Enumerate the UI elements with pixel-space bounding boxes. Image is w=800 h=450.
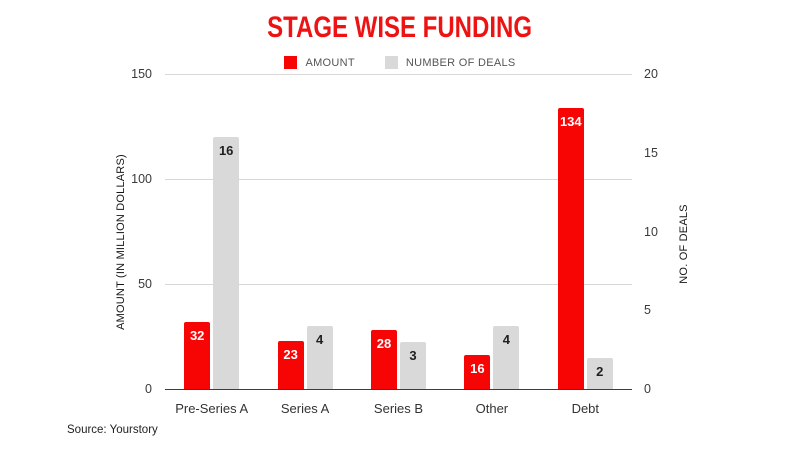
bar-deals-other (493, 326, 520, 389)
right-axis-tick-0: 0 (644, 382, 651, 396)
right-axis-title: NO. OF DEALS (678, 204, 690, 284)
gridline-100 (165, 179, 632, 180)
bar-amount-debt (557, 107, 584, 389)
chart-title: STAGE WISE FUNDING (267, 11, 533, 44)
x-label-series-b: Series B (373, 401, 424, 416)
legend-item-amount: AMOUNT (284, 56, 355, 69)
bar-amount-series-a (277, 340, 304, 389)
right-axis-tick-15: 15 (644, 145, 658, 160)
deals-legend-label: NUMBER OF DEALS (405, 56, 516, 69)
bar-value-amount-pre-series-a: 32 (189, 327, 205, 343)
left-axis-tick-0: 0 (145, 382, 152, 396)
bar-amount-series-b (371, 330, 397, 389)
bar-amount-other (464, 355, 491, 389)
plot-area: 32 16 Pre-Series A 23 4 Series A 28 3 Series B 16… (165, 74, 632, 416)
legend: AMOUNT NUMBER OF DEALS (0, 56, 800, 69)
x-label-series-a: Series A (280, 401, 330, 416)
left-axis-tick-150: 150 (131, 67, 152, 81)
title-row: STAGE WISE FUNDING (0, 11, 800, 45)
bar-deals-series-a (306, 326, 333, 389)
left-axis-tick-50: 50 (138, 277, 152, 291)
x-label-pre-series-a: Pre-Series A (175, 401, 249, 416)
gridline-150 (165, 74, 632, 75)
left-axis-tick-100: 100 (131, 172, 152, 186)
right-axis-tick-20: 20 (644, 67, 658, 81)
gridline-0 (165, 389, 632, 390)
bar-value-deals-other: 4 (502, 332, 510, 347)
bar-value-deals-pre-series-a: 16 (218, 143, 234, 158)
legend-item-deals: NUMBER OF DEALS (384, 56, 516, 69)
bar-value-amount-other: 16 (470, 361, 485, 377)
bar-deals-pre-series-a (213, 137, 240, 389)
bar-deals-debt (586, 357, 613, 389)
bar-value-deals-debt: 2 (596, 363, 604, 379)
bar-value-deals-series-a: 4 (315, 332, 324, 347)
gridline-50 (165, 284, 632, 285)
right-axis-tick-5: 5 (644, 303, 651, 318)
bar-value-amount-series-b: 28 (376, 336, 392, 352)
amount-legend-swatch (284, 56, 298, 69)
bar-deals-series-b (400, 341, 426, 389)
bar-value-deals-series-b: 3 (409, 347, 417, 363)
right-axis-tick-10: 10 (644, 224, 658, 239)
bar-amount-pre-series-a (184, 321, 211, 389)
bar-value-amount-series-a: 23 (283, 346, 298, 362)
amount-legend-label: AMOUNT (305, 56, 355, 69)
deals-legend-swatch (384, 56, 398, 69)
x-label-other: Other (475, 401, 509, 416)
source-credit: Source: Yourstory (67, 424, 158, 436)
x-label-debt: Debt (571, 401, 600, 416)
bar-value-amount-debt: 134 (559, 113, 582, 129)
